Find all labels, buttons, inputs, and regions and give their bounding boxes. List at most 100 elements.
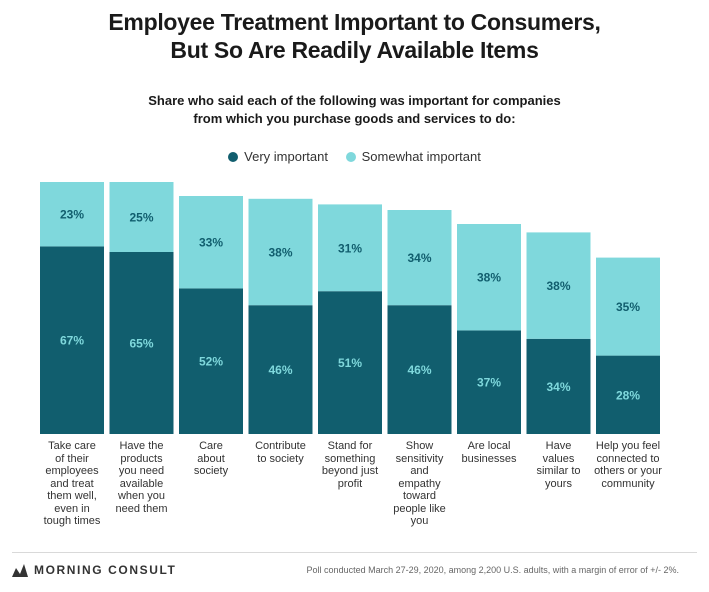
x-tick-label-line: Have the xyxy=(119,440,164,452)
legend-label-somewhat-important: Somewhat important xyxy=(361,149,481,164)
data-label-very-2: 52% xyxy=(199,355,223,369)
data-label-very-8: 28% xyxy=(616,388,640,402)
x-tick-label-line: you xyxy=(410,515,429,527)
chart-subtitle-line-2: from which you purchase goods and servic… xyxy=(193,111,516,126)
legend-swatch-very-important xyxy=(228,151,239,162)
data-label-somewhat-4: 31% xyxy=(338,241,362,255)
x-tick-label-line: toward xyxy=(402,490,437,502)
x-tick-label-line: people like xyxy=(393,502,446,515)
data-label-somewhat-2: 33% xyxy=(199,236,223,250)
x-tick-label-line: Care xyxy=(199,440,223,452)
data-label-very-1: 65% xyxy=(129,337,153,351)
chart-title-line-1: Employee Treatment Important to Consumer… xyxy=(108,9,601,35)
x-tick-label-line: values xyxy=(542,452,575,465)
bar-segment-very-3 xyxy=(248,305,313,434)
bar-segment-very-0 xyxy=(40,246,104,434)
x-tick-label-line: Help you feel xyxy=(595,440,661,452)
x-tick-label-line: and treat xyxy=(50,477,94,490)
chart-legend: Very important Somewhat important xyxy=(0,149,709,165)
x-tick-label-line: of their xyxy=(55,452,89,465)
x-tick-label-line: connected to xyxy=(596,452,660,465)
bar-segment-very-4 xyxy=(318,291,382,434)
data-label-very-4: 51% xyxy=(338,356,362,370)
x-tick-label-line: Are local xyxy=(467,440,511,452)
x-axis-labels: Take care of their employees and treat them … xyxy=(0,440,709,540)
x-tick-label-line: about xyxy=(197,452,225,465)
x-tick-label-line: similar to xyxy=(536,465,581,477)
legend-label-very-important: Very important xyxy=(244,149,328,164)
x-tick-label-line: community xyxy=(601,477,655,490)
chart-subtitle: Share who said each of the following was… xyxy=(0,92,709,128)
data-label-somewhat-1: 25% xyxy=(129,211,153,225)
x-tick-label-line: you need xyxy=(118,465,165,477)
x-tick-label-line: when you xyxy=(117,490,166,502)
bar-segment-very-2 xyxy=(179,288,243,434)
x-tick-label-line: Take care xyxy=(48,440,96,452)
bar-segment-somewhat-6 xyxy=(457,224,521,331)
x-tick-label-line: Show xyxy=(405,440,434,452)
data-label-somewhat-3: 38% xyxy=(268,246,292,260)
x-tick-label-line: beyond just xyxy=(321,465,379,477)
x-tick-label-1: Have the products you need available when yo… xyxy=(104,440,180,515)
x-tick-label-8: Help you feel connected to others or your c… xyxy=(590,440,666,490)
data-label-somewhat-5: 34% xyxy=(407,251,431,265)
bar-segment-very-5 xyxy=(387,305,452,434)
bar-segment-somewhat-2 xyxy=(179,196,243,289)
x-tick-label-line: something xyxy=(324,452,376,465)
x-tick-label-0: Take care of their employees and treat them … xyxy=(34,440,110,528)
bar-segment-somewhat-3 xyxy=(248,198,313,306)
x-tick-label-line: them well, xyxy=(47,490,97,502)
stacked-bar-chart: 67% 23% 65% 25% 52% 33% 46% 38% 51% 31% 46% 34% 37% 3… xyxy=(40,182,660,434)
bar-segment-very-1 xyxy=(109,252,174,434)
x-tick-label-line: yours xyxy=(545,477,572,490)
x-tick-label-line: profit xyxy=(337,477,363,490)
x-tick-label-line: society xyxy=(193,465,229,477)
x-tick-label-5: Show sensitivity and empathy toward people li… xyxy=(382,440,458,528)
data-label-very-3: 46% xyxy=(268,363,292,377)
data-label-very-5: 46% xyxy=(407,363,431,377)
x-tick-label-line: businesses xyxy=(461,452,517,465)
bar-segment-somewhat-7 xyxy=(526,232,591,339)
bar-segment-very-8 xyxy=(596,355,660,434)
x-tick-label-line: and xyxy=(410,465,429,477)
data-label-somewhat-6: 38% xyxy=(477,271,501,285)
x-tick-label-line: Stand for xyxy=(327,440,373,452)
x-tick-label-line: tough times xyxy=(43,515,101,527)
data-label-very-0: 67% xyxy=(60,334,84,348)
x-tick-label-4: Stand for something beyond just profit xyxy=(312,440,388,490)
bar-segment-very-7 xyxy=(526,338,591,434)
x-tick-label-line: others or your xyxy=(594,465,662,477)
x-tick-label-line: Contribute xyxy=(255,440,306,452)
data-label-somewhat-8: 35% xyxy=(616,300,640,314)
chart-title: Employee Treatment Important to Consumer… xyxy=(0,8,709,64)
x-tick-label-line: products xyxy=(120,452,163,465)
bar-segment-somewhat-1 xyxy=(109,182,174,252)
brand-name: MORNING CONSULT xyxy=(34,563,177,577)
data-label-very-6: 37% xyxy=(477,376,501,390)
footer-divider xyxy=(12,552,697,553)
x-tick-label-line: available xyxy=(119,477,164,490)
footnote: Poll conducted March 27-29, 2020, among … xyxy=(306,565,679,575)
data-label-somewhat-0: 23% xyxy=(60,208,84,222)
chart-title-line-2: But So Are Readily Available Items xyxy=(170,37,539,63)
x-tick-label-line: employees xyxy=(45,465,99,477)
x-tick-label-6: Are local businesses xyxy=(451,440,527,465)
x-tick-label-line: even in xyxy=(54,502,90,515)
x-tick-label-line: sensitivity xyxy=(395,452,444,465)
x-tick-label-7: Have values similar to yours xyxy=(521,440,597,490)
brand-logo: MORNING CONSULT xyxy=(12,563,176,577)
bar-segment-somewhat-5 xyxy=(387,210,452,306)
data-label-very-7: 34% xyxy=(546,380,570,394)
x-tick-label-line: to society xyxy=(257,452,304,465)
x-tick-label-3: Contribute to society xyxy=(243,440,319,465)
chart-subtitle-line-1: Share who said each of the following was… xyxy=(148,93,561,108)
bar-segment-somewhat-8 xyxy=(596,257,660,356)
legend-swatch-somewhat-important xyxy=(345,151,356,162)
morning-consult-logo-icon xyxy=(12,563,28,577)
x-tick-label-2: Care about society xyxy=(173,440,249,478)
legend-item-somewhat-important: Somewhat important xyxy=(345,149,481,164)
bar-segment-somewhat-0 xyxy=(40,182,104,247)
x-tick-label-line: need them xyxy=(115,502,168,515)
x-tick-label-line: Have xyxy=(545,440,572,452)
bar-segment-very-6 xyxy=(457,330,521,434)
